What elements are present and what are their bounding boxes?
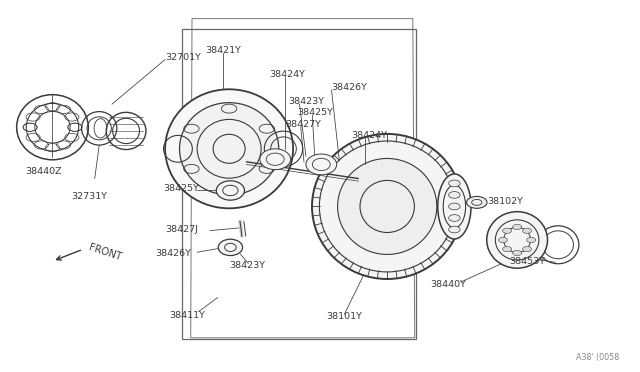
Text: 38102Y: 38102Y [488, 197, 524, 206]
Text: 38453Y: 38453Y [509, 257, 545, 266]
Ellipse shape [216, 181, 244, 200]
Ellipse shape [487, 212, 548, 268]
Text: 38421Y: 38421Y [205, 46, 241, 55]
Circle shape [449, 215, 460, 221]
Text: 38425Y: 38425Y [298, 108, 333, 117]
Circle shape [449, 180, 460, 187]
Ellipse shape [218, 239, 243, 256]
Circle shape [527, 237, 536, 243]
Ellipse shape [165, 89, 293, 208]
Circle shape [467, 196, 487, 208]
Circle shape [502, 247, 511, 252]
Text: 38426Y: 38426Y [332, 83, 367, 92]
Text: 38426Y: 38426Y [155, 249, 191, 258]
Text: 38440Y: 38440Y [430, 280, 466, 289]
Text: 38424Y: 38424Y [351, 131, 387, 140]
Circle shape [513, 250, 522, 256]
Ellipse shape [438, 174, 471, 239]
Circle shape [523, 247, 532, 252]
Circle shape [449, 203, 460, 210]
Text: 32701Y: 32701Y [165, 53, 201, 62]
Text: 38101Y: 38101Y [326, 312, 362, 321]
Ellipse shape [312, 134, 462, 279]
Ellipse shape [338, 158, 437, 254]
Text: A38' (0058: A38' (0058 [576, 353, 620, 362]
Circle shape [513, 224, 522, 230]
Ellipse shape [260, 149, 291, 170]
Text: 38424Y: 38424Y [269, 70, 305, 79]
Text: 38411Y: 38411Y [170, 311, 205, 320]
Text: 38427Y: 38427Y [285, 120, 321, 129]
Text: 38440Z: 38440Z [26, 167, 62, 176]
Circle shape [523, 228, 532, 233]
Circle shape [449, 226, 460, 233]
Text: 32731Y: 32731Y [72, 192, 108, 201]
Text: 38423Y: 38423Y [229, 262, 265, 270]
Text: 38423Y: 38423Y [288, 97, 324, 106]
Circle shape [449, 192, 460, 198]
Ellipse shape [179, 103, 279, 195]
Circle shape [499, 237, 508, 243]
Circle shape [502, 228, 511, 233]
Text: FRONT: FRONT [87, 242, 122, 262]
Text: 38425Y: 38425Y [163, 185, 199, 193]
Ellipse shape [306, 154, 337, 175]
Text: 38427J: 38427J [165, 225, 198, 234]
